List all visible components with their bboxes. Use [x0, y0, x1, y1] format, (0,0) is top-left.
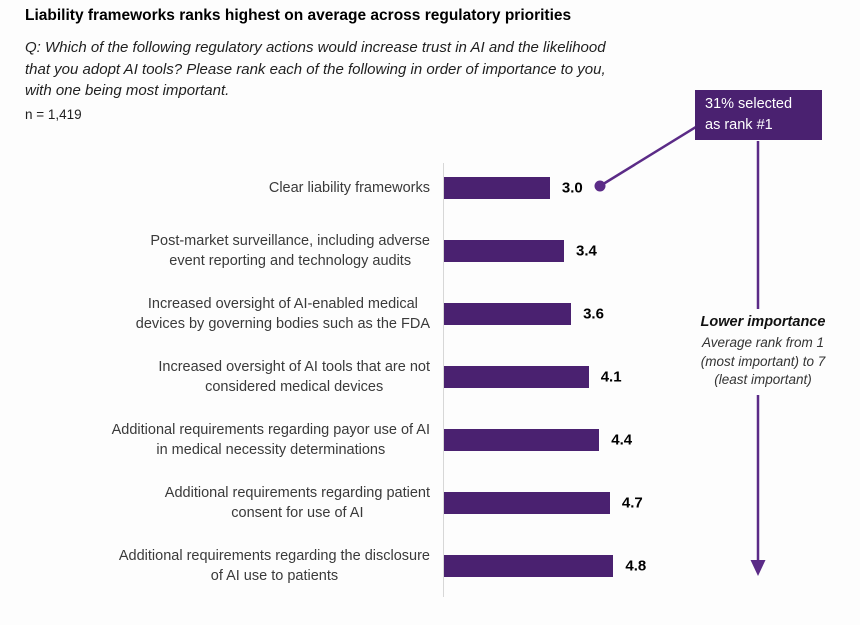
callout-box: 31% selected as rank #1 [695, 90, 822, 140]
category-label-text: Additional requirements regarding the di… [118, 547, 430, 584]
value-label: 3.0 [561, 179, 583, 196]
category-label-text: Additional requirements regarding payor … [111, 421, 430, 458]
bar [444, 239, 564, 262]
category-label: Additional requirements regarding payor … [0, 408, 430, 471]
chart-row: Post-market surveillance, including adve… [0, 219, 860, 282]
category-label: Increased oversight of AI-enabled medica… [0, 282, 430, 345]
importance-note-heading: Lower importance [700, 314, 826, 330]
sample-size: n = 1,419 [25, 107, 82, 122]
category-label-text: Post-market surveillance, including adve… [150, 232, 430, 269]
category-label-text: Clear liability frameworks [268, 179, 430, 196]
chart-row: Additional requirements regarding patien… [0, 471, 860, 534]
category-label-text: Increased oversight of AI-enabled medica… [135, 295, 430, 332]
importance-note-line: (most important) to 7 [700, 353, 826, 369]
bar-chart: Clear liability frameworks 3.0 Post-market… [0, 156, 860, 597]
callout-text-line1: 31% selected [705, 96, 793, 112]
category-label: Clear liability frameworks [0, 156, 430, 219]
chart-row: Additional requirements regarding payor … [0, 408, 860, 471]
chart-row: Additional requirements regarding the di… [0, 534, 860, 597]
bar [444, 176, 550, 199]
chart-row: Increased oversight of AI-enabled medica… [0, 282, 860, 345]
page-title: Liability frameworks ranks highest on av… [25, 7, 572, 24]
bar [444, 302, 572, 325]
value-label: 4.4 [611, 431, 633, 448]
value-label: 4.8 [625, 557, 647, 574]
survey-question: Q: Which of the following regulatory act… [25, 39, 606, 99]
category-label-text: Increased oversight of AI tools that are… [158, 358, 430, 395]
category-label: Additional requirements regarding patien… [0, 471, 430, 534]
chart-row: Increased oversight of AI tools that are… [0, 345, 860, 408]
category-label: Additional requirements regarding the di… [0, 534, 430, 597]
bar [444, 554, 614, 577]
bar [444, 365, 589, 388]
importance-note: Lower importance Average rank from 1 (mo… [668, 309, 858, 395]
callout-text-line2: as rank #1 [705, 117, 773, 133]
value-label: 4.7 [621, 494, 643, 511]
bar [444, 491, 610, 514]
importance-note-line: Average rank from 1 [701, 335, 825, 350]
category-label: Increased oversight of AI tools that are… [0, 345, 430, 408]
importance-note-line: (least important) [714, 372, 812, 387]
value-label: 3.6 [583, 305, 604, 322]
chart-row: Clear liability frameworks 3.0 [0, 156, 860, 219]
category-label: Post-market surveillance, including adve… [0, 219, 430, 282]
value-label: 3.4 [576, 242, 597, 259]
category-label-text: Additional requirements regarding patien… [164, 484, 430, 521]
value-label: 4.1 [600, 368, 622, 385]
bar [444, 428, 600, 451]
category-axis [443, 163, 444, 597]
